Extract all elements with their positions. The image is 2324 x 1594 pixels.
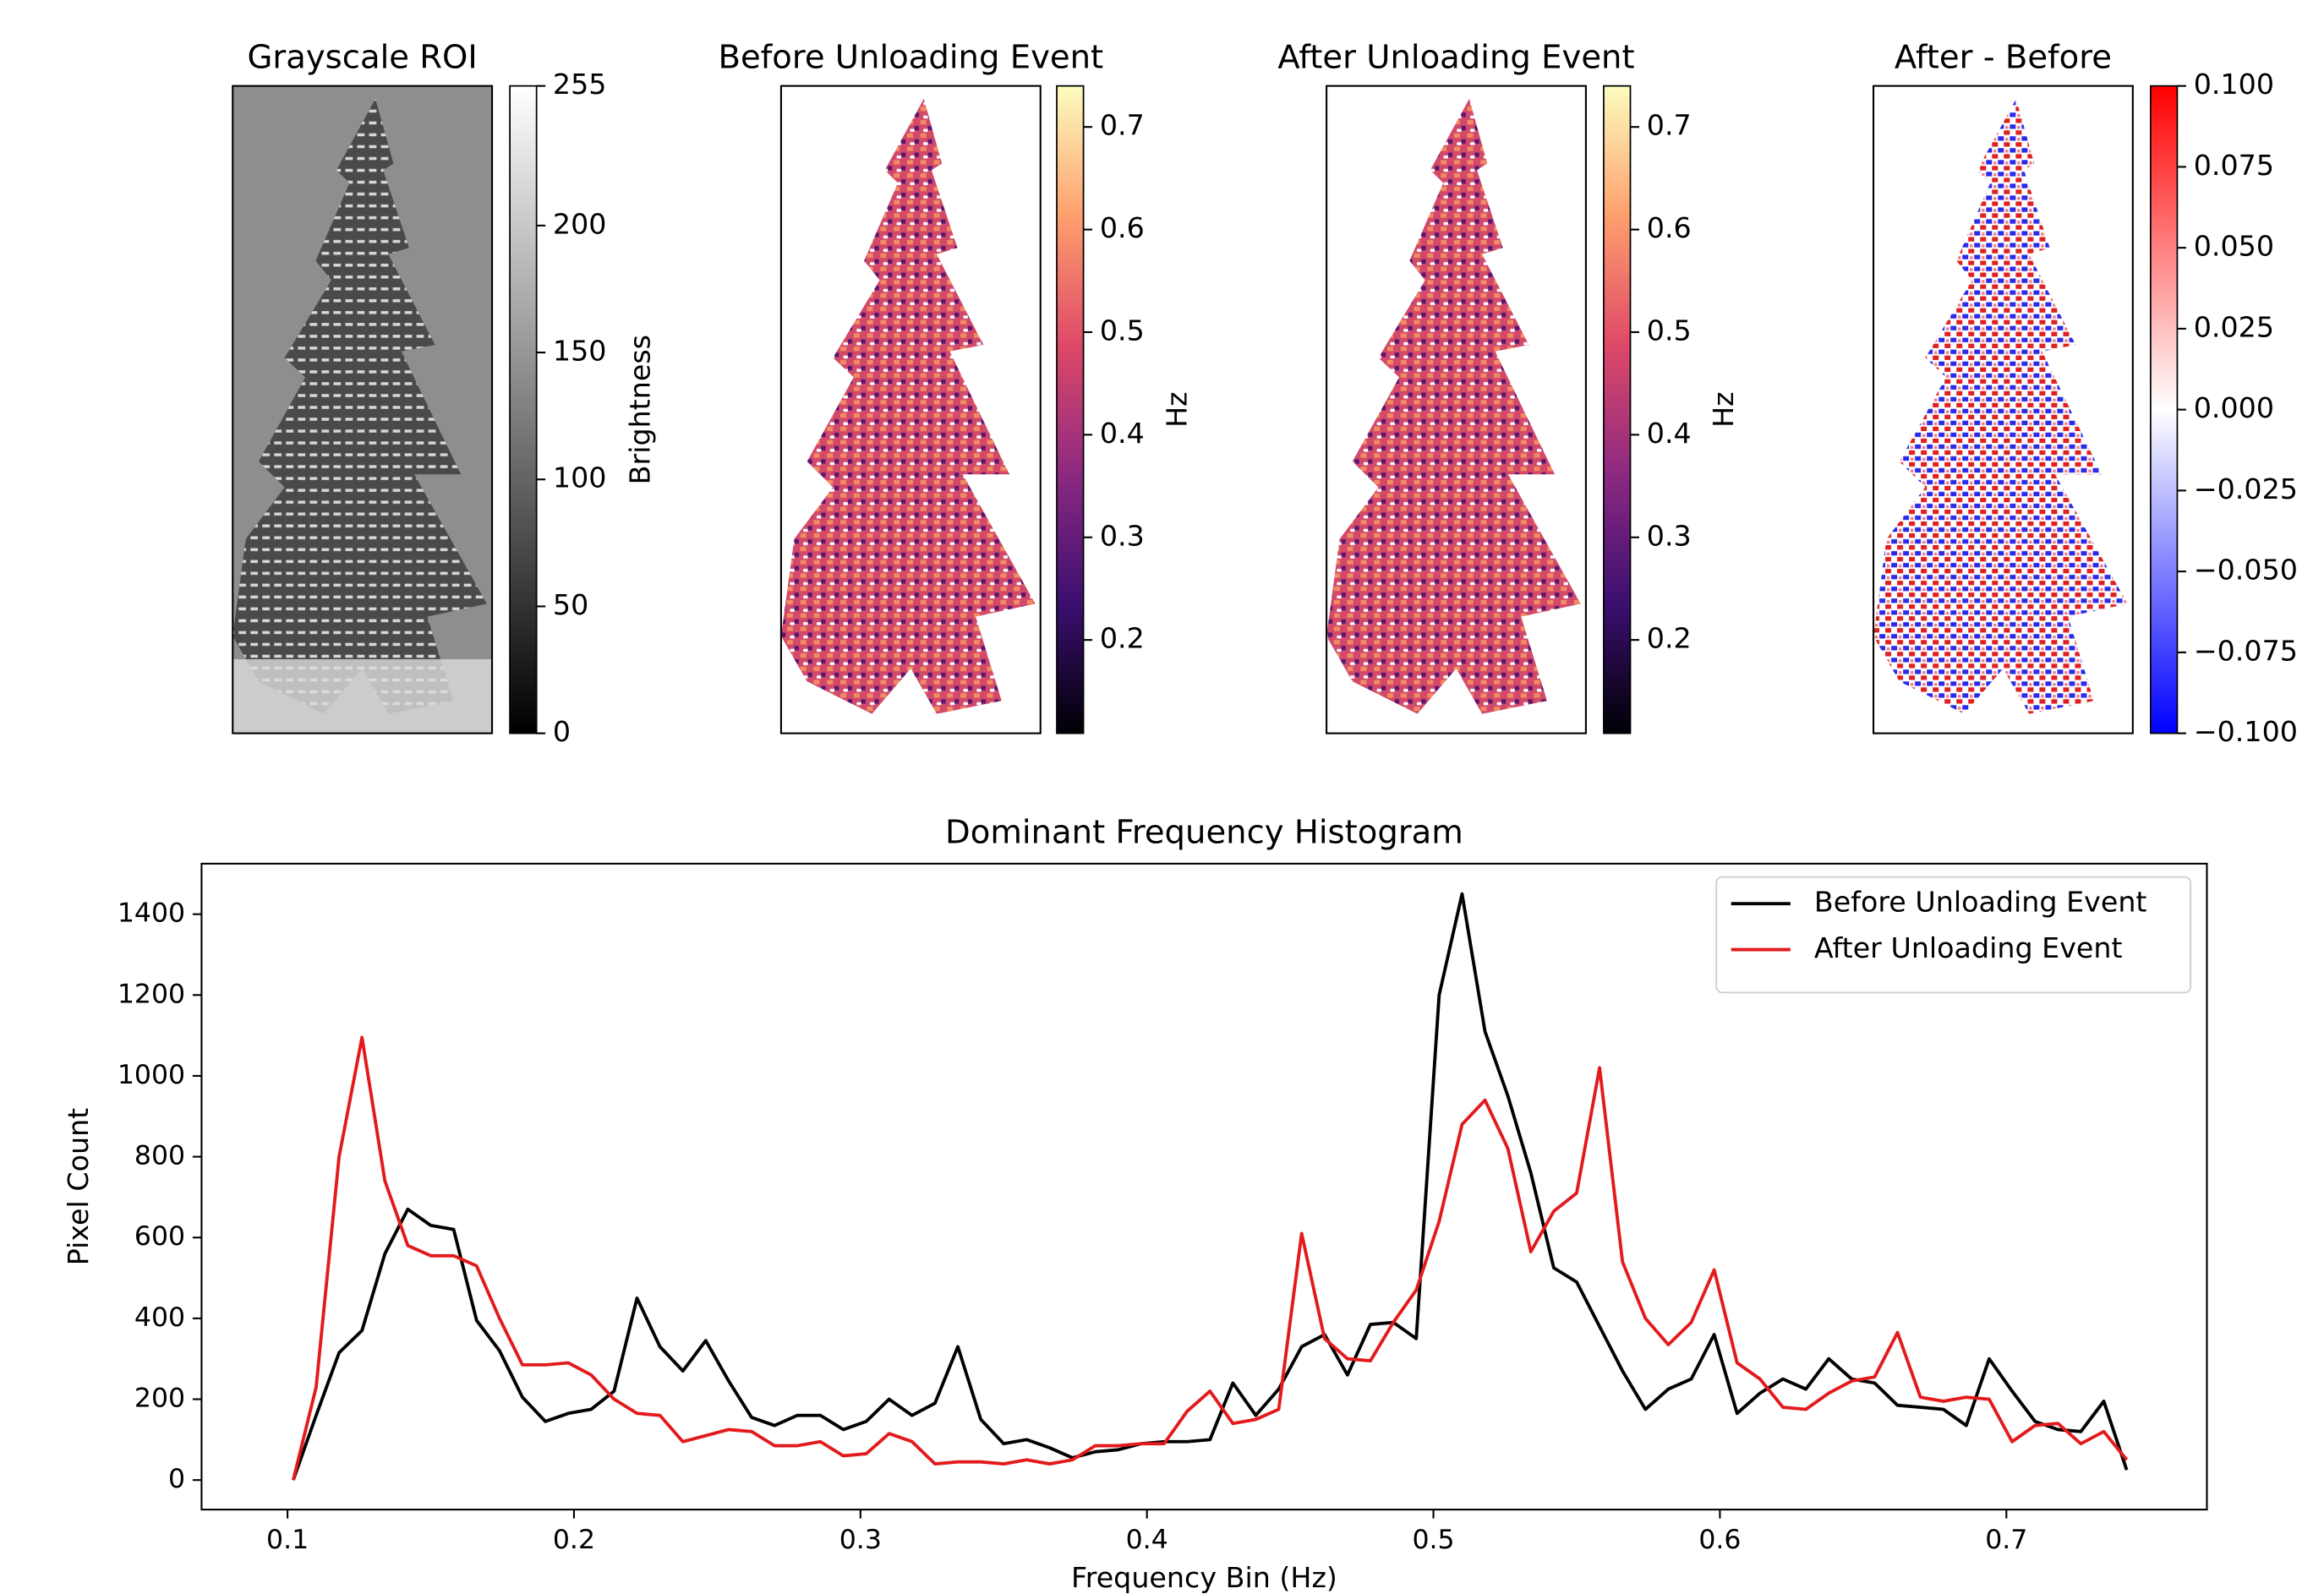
panel-title: Before Unloading Event: [719, 39, 1104, 77]
colorbar-tick-label: 0.4: [1647, 417, 1692, 450]
y-tick-label: 400: [134, 1302, 185, 1333]
x-tick-label: 0.2: [553, 1525, 595, 1555]
colorbar-tick-label: 0.075: [2194, 149, 2274, 182]
legend-label: After Unloading Event: [1814, 931, 2123, 964]
panel-title: Grayscale ROI: [248, 39, 478, 77]
panel-title: After - Before: [1895, 39, 2112, 77]
colorbar-label: Brightness: [624, 335, 657, 484]
colorbar-tick-label: 50: [553, 588, 588, 621]
x-tick-label: 0.1: [266, 1525, 309, 1555]
x-tick-label: 0.5: [1412, 1525, 1454, 1555]
colorbar-tick-label: −0.075: [2194, 634, 2298, 667]
image-frame: [1872, 85, 2134, 734]
y-axis-label: Pixel Count: [62, 1108, 95, 1265]
snow-ground: [232, 658, 493, 734]
y-tick-label: 1200: [118, 979, 185, 1009]
x-tick-label: 0.3: [839, 1525, 882, 1555]
colorbar-tick-label: 150: [553, 335, 607, 368]
colorbar-tick-label: 0.100: [2194, 68, 2274, 101]
tree-image: [1873, 98, 2128, 714]
image-frame: [232, 85, 494, 734]
series-line: [291, 1035, 2129, 1481]
y-tick-label: 600: [134, 1221, 185, 1252]
colorbar-tick-label: 0.3: [1100, 519, 1145, 552]
colorbar-tick-label: 0.050: [2194, 230, 2274, 263]
y-tick-label: 200: [134, 1384, 185, 1414]
colorbar: [2150, 85, 2179, 734]
colorbar-tick-label: 0.6: [1100, 211, 1145, 244]
x-tick-label: 0.6: [1698, 1525, 1741, 1555]
colorbar-tick-label: 200: [553, 207, 607, 240]
tree-image: [1326, 98, 1581, 714]
legend-label: Before Unloading Event: [1814, 886, 2147, 919]
colorbar-tick-label: 255: [553, 68, 607, 101]
colorbar-tick-label: 0.4: [1100, 417, 1145, 450]
x-axis-label: Frequency Bin (Hz): [1071, 1561, 1337, 1594]
colorbar-tick-label: 0.000: [2194, 391, 2274, 424]
colorbar-tick-label: 0.7: [1647, 109, 1692, 142]
tree-image: [780, 98, 1036, 714]
colorbar: [509, 85, 538, 734]
colorbar-tick-label: −0.100: [2194, 715, 2298, 748]
x-tick-label: 0.7: [1985, 1525, 2027, 1555]
colorbar-tick-label: 0.7: [1100, 109, 1145, 142]
panel-title: After Unloading Event: [1277, 39, 1634, 77]
image-frame: [1326, 85, 1587, 734]
colorbar-tick-label: 0.025: [2194, 310, 2274, 343]
plot-frame: [200, 862, 2208, 1511]
colorbar-tick-label: 0.2: [1100, 622, 1145, 655]
colorbar-tick-label: −0.050: [2194, 554, 2298, 587]
y-tick-label: 1000: [118, 1060, 185, 1090]
colorbar: [1056, 85, 1085, 734]
y-tick-label: 1400: [118, 898, 185, 929]
y-tick-label: 0: [168, 1464, 185, 1494]
colorbar-tick-label: 0.6: [1647, 211, 1692, 244]
colorbar-tick-label: 0.2: [1647, 622, 1692, 655]
tree-image: [232, 98, 487, 714]
colorbar-label: Hz: [1160, 391, 1193, 428]
colorbar-tick-label: 0: [553, 715, 571, 748]
y-tick-label: 800: [134, 1141, 185, 1171]
chart-title: Dominant Frequency Histogram: [945, 813, 1463, 851]
series-line: [292, 892, 2129, 1481]
colorbar-tick-label: 0.3: [1647, 519, 1692, 552]
x-tick-label: 0.4: [1126, 1525, 1168, 1555]
image-frame: [779, 85, 1042, 734]
colorbar-tick-label: 0.5: [1647, 314, 1692, 347]
legend-box: [1715, 876, 2192, 994]
colorbar-label: Hz: [1707, 391, 1740, 428]
colorbar-tick-label: 100: [553, 461, 607, 494]
colorbar-tick-label: 0.5: [1100, 314, 1145, 347]
colorbar: [1603, 85, 1632, 734]
colorbar-tick-label: −0.025: [2194, 472, 2298, 505]
